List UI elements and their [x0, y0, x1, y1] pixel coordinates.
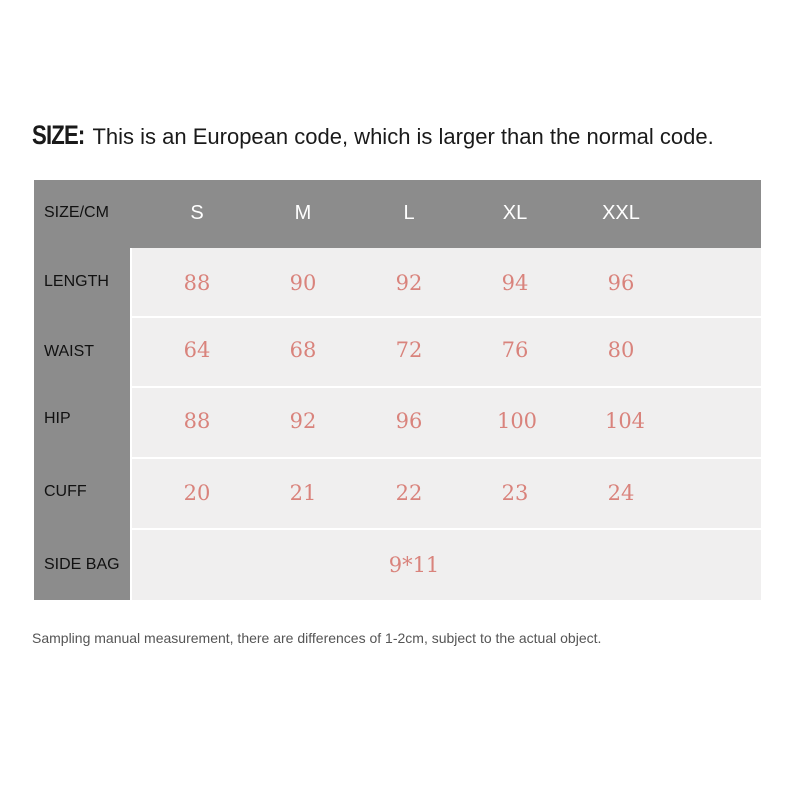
heading-text: This is an European code, which is large…: [92, 124, 714, 149]
table-cell: 24: [607, 481, 635, 505]
size-chart-table: SIZE/CM S M L XL XXL LENGTH 88 90 92 94 …: [34, 180, 761, 600]
table-cell: 88: [183, 409, 211, 433]
row-label-side-bag: SIDE BAG: [44, 556, 120, 573]
side-bag-value: 9*11: [388, 553, 440, 577]
table-cell: 64: [183, 338, 211, 362]
table-cell: 92: [395, 271, 423, 295]
row-divider: [130, 316, 761, 318]
table-cell: 22: [395, 481, 423, 505]
table-cell: 88: [183, 271, 211, 295]
table-cell: 23: [501, 481, 529, 505]
row-label-waist: WAIST: [44, 343, 95, 360]
row-label-column: [34, 180, 130, 600]
size-header: XL: [502, 202, 528, 224]
table-cell: 104: [604, 409, 646, 433]
corner-label: SIZE/CM: [44, 204, 109, 221]
table-cell: 80: [607, 338, 635, 362]
row-divider: [130, 386, 761, 388]
table-cell: 94: [501, 271, 529, 295]
table-cell: 72: [395, 338, 423, 362]
table-cell: 68: [289, 338, 317, 362]
size-header-row: [34, 180, 761, 248]
row-label-hip: HIP: [44, 410, 71, 427]
row-divider: [130, 457, 761, 459]
table-cell: 92: [289, 409, 317, 433]
table-cell: 96: [395, 409, 423, 433]
table-cell: 20: [183, 481, 211, 505]
size-header: S: [190, 202, 204, 224]
table-cell: 90: [289, 271, 317, 295]
size-header: M: [294, 202, 312, 224]
table-cell: 76: [501, 338, 529, 362]
size-header: L: [403, 202, 415, 224]
column-divider: [130, 248, 132, 600]
row-label-cuff: CUFF: [44, 483, 87, 500]
row-label-length: LENGTH: [44, 273, 109, 290]
row-divider: [130, 528, 761, 530]
size-header: XXL: [602, 202, 640, 224]
table-cell: 100: [496, 409, 538, 433]
table-cell: 96: [607, 271, 635, 295]
heading-lead: SIZE:: [32, 120, 85, 150]
table-cell: 21: [289, 481, 317, 505]
size-heading: SIZE: This is an European code, which is…: [32, 120, 792, 151]
measurement-note: Sampling manual measurement, there are d…: [32, 630, 602, 646]
